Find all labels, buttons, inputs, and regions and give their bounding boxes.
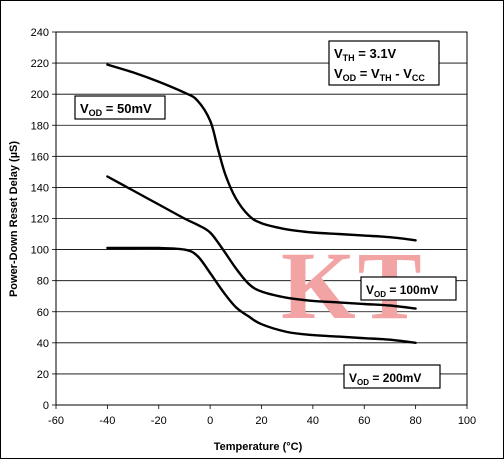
vth-annotation-box: VTH = 3.1V VOD = VTH - VCC bbox=[328, 40, 440, 86]
label-200mv-text: VOD = 200mV bbox=[349, 371, 421, 387]
label-200mv: VOD = 200mV bbox=[343, 364, 441, 389]
vth-annotation-line1: VTH = 3.1V bbox=[334, 46, 397, 63]
x-tick-label-3: 0 bbox=[207, 415, 213, 427]
y-tick-label-9: 180 bbox=[31, 120, 49, 132]
label-50mv-frame bbox=[74, 95, 166, 120]
y-tick-label-0: 0 bbox=[43, 400, 49, 412]
y-tick-label-7: 140 bbox=[31, 182, 49, 194]
y-tick-label-6: 120 bbox=[31, 214, 49, 226]
y-axis-label: Power-Down Reset Delay (µS) bbox=[8, 141, 20, 297]
y-tick-label-8: 160 bbox=[31, 151, 49, 163]
y-tick-label-5: 100 bbox=[31, 245, 49, 257]
y-tick-label-11: 220 bbox=[31, 58, 49, 70]
x-tick-label-0: -60 bbox=[48, 415, 64, 427]
x-tick-label-1: -40 bbox=[99, 415, 115, 427]
y-tick-label-2: 40 bbox=[37, 338, 49, 350]
label-100mv-frame bbox=[360, 276, 457, 301]
x-tick-label-6: 60 bbox=[358, 415, 370, 427]
series-line-200mv bbox=[106, 246, 417, 344]
axes bbox=[52, 31, 468, 409]
label-50mv-text: VOD = 50mV bbox=[80, 101, 152, 118]
y-tick-label-1: 20 bbox=[37, 369, 49, 381]
series-line-50mv bbox=[106, 63, 417, 242]
y-tick-label-4: 80 bbox=[37, 276, 49, 288]
y-tick-label-12: 240 bbox=[31, 27, 49, 39]
x-axis-label: Temperature (°C) bbox=[214, 441, 303, 453]
vth-annotation-frame bbox=[328, 40, 440, 86]
series-group bbox=[106, 63, 417, 344]
y-tick-label-3: 60 bbox=[37, 307, 49, 319]
label-200mv-frame bbox=[343, 364, 441, 389]
label-100mv-text: VOD = 100mV bbox=[366, 283, 438, 299]
label-50mv: VOD = 50mV bbox=[74, 95, 166, 120]
x-tick-label-5: 40 bbox=[307, 415, 319, 427]
grid-lines bbox=[56, 31, 467, 406]
label-100mv: VOD = 100mV bbox=[360, 276, 457, 301]
vod-formula-line: VOD = VTH - VCC bbox=[334, 66, 425, 83]
x-tick-label-4: 20 bbox=[255, 415, 267, 427]
x-tick-label-8: 100 bbox=[458, 415, 476, 427]
y-tick-label-10: 200 bbox=[31, 89, 49, 101]
series-line-100mv bbox=[106, 175, 417, 310]
x-tick-label-2: -20 bbox=[151, 415, 167, 427]
plot-area-border bbox=[55, 31, 468, 406]
x-tick-label-7: 80 bbox=[410, 415, 422, 427]
